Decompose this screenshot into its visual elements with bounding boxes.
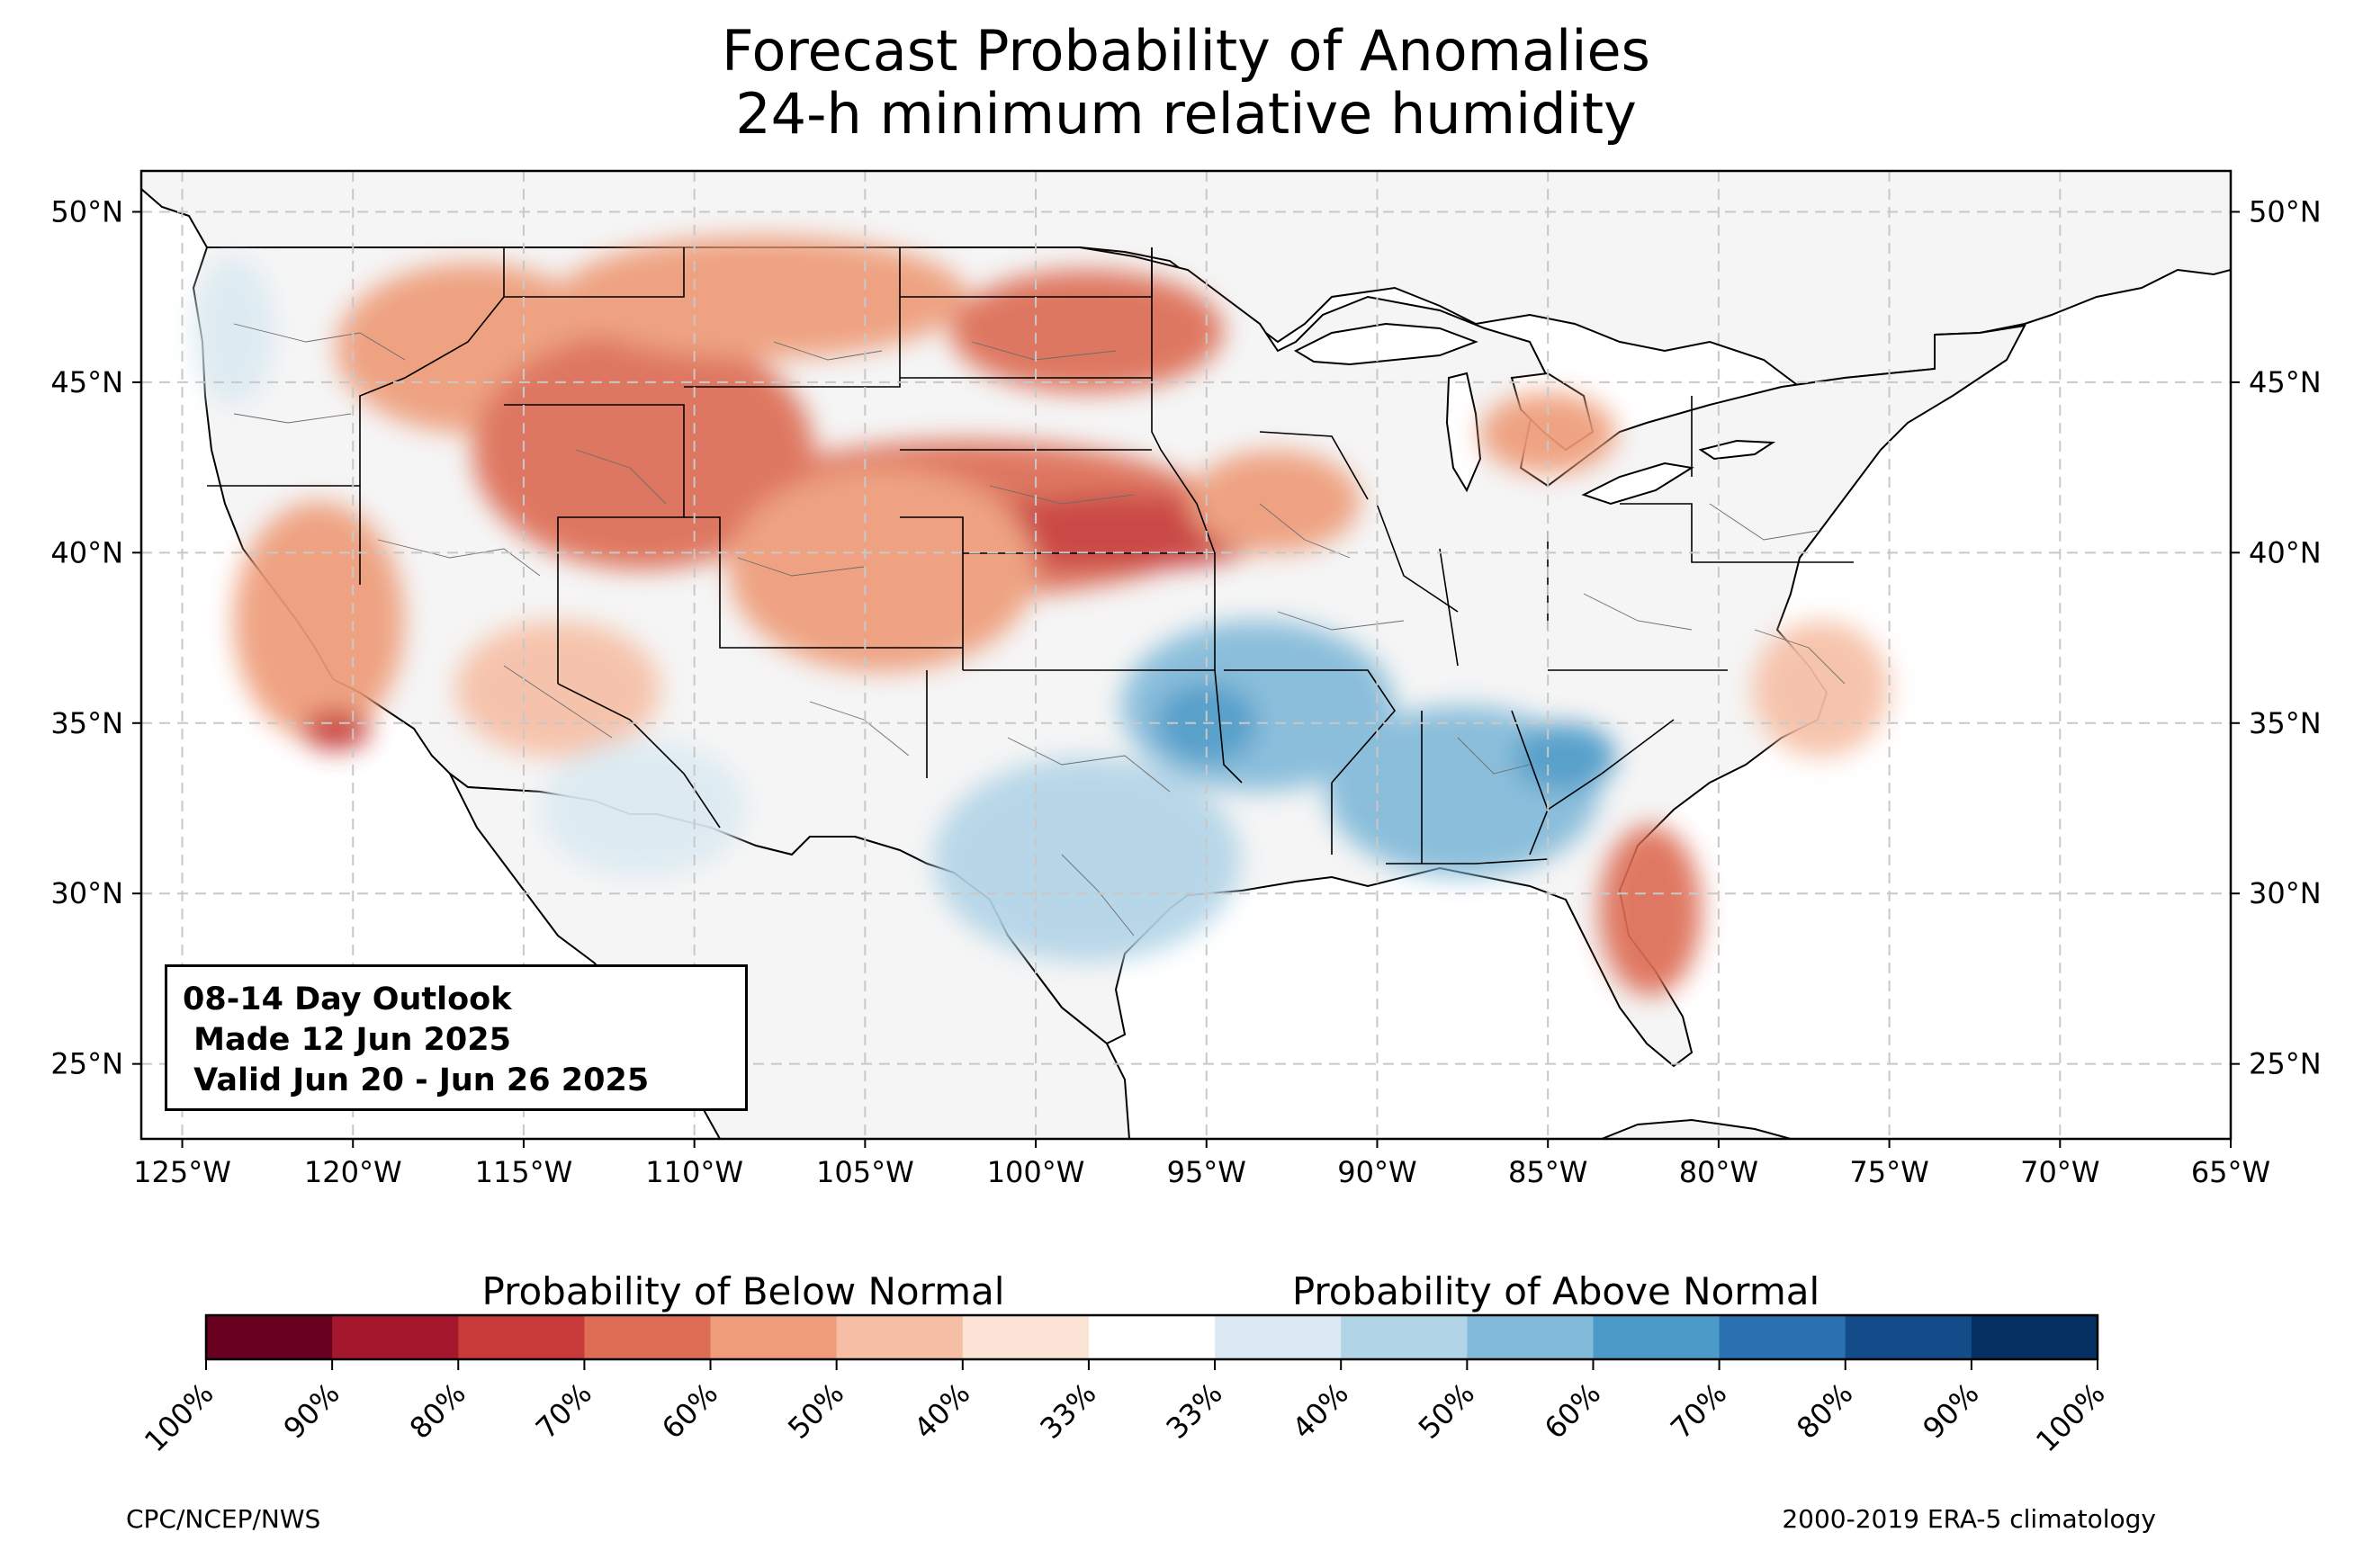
lon-tick-label: 65°W	[2191, 1155, 2270, 1189]
lon-tick-label: 70°W	[2020, 1155, 2099, 1189]
colorbar-tick-label: 40%	[907, 1376, 976, 1446]
lat-tick-label-right: 30°N	[2249, 876, 2322, 910]
outlook-period: 08-14 Day Outlook	[183, 981, 512, 1017]
colorbar-swatch	[458, 1315, 585, 1359]
colorbar-tick-label: 100%	[2029, 1376, 2112, 1459]
lon-tick-label: 90°W	[1337, 1155, 1416, 1189]
colorbar-tick-label: 60%	[655, 1376, 724, 1446]
lon-tick-label: 85°W	[1508, 1155, 1587, 1189]
anomaly-northern-plains-below	[950, 269, 1224, 393]
lat-tick-label-right: 35°N	[2249, 706, 2322, 740]
lat-tick-label-right: 40°N	[2249, 535, 2322, 569]
colorbar-swatch	[710, 1315, 838, 1359]
colorbar-swatch	[1845, 1315, 1972, 1359]
lon-tick-label: 120°W	[304, 1155, 402, 1189]
colorbar-swatch	[1088, 1315, 1216, 1359]
colorbar-swatch	[1719, 1315, 1846, 1359]
cuba-land	[1601, 1118, 1792, 1139]
colorbar-tick-label: 50%	[781, 1376, 850, 1446]
anomaly-alabama-georgia-above	[1514, 722, 1617, 792]
lat-tick-label-left: 50°N	[50, 194, 123, 228]
colorbar-tick-label: 90%	[1916, 1376, 1985, 1446]
lat-tick-label-left: 45°N	[50, 365, 123, 399]
colorbar-swatch	[1593, 1315, 1721, 1359]
colorbar-tick-label: 60%	[1538, 1376, 1607, 1446]
colorbar-swatch	[1467, 1315, 1594, 1359]
outlook-made-date: Made 12 Jun 2025	[183, 1022, 511, 1058]
lon-tick-label: 115°W	[475, 1155, 573, 1189]
state-borders	[207, 247, 1854, 865]
map-area	[141, 171, 2231, 1139]
county-borders	[233, 323, 1846, 936]
colorbar	[204, 1313, 2099, 1361]
anomaly-west-coast-below	[233, 501, 405, 740]
colorbar-swatch	[206, 1315, 333, 1359]
colorbar-tick-label: 70%	[529, 1376, 598, 1446]
colorbar-frame	[204, 1313, 2099, 1361]
lon-tick-label: 75°W	[1849, 1155, 1928, 1189]
map-frame	[139, 169, 2233, 1141]
footer-source: CPC/NCEP/NWS	[126, 1504, 321, 1534]
anomaly-florida-below	[1599, 825, 1702, 996]
colorbar-ticks: 100% 90% 80% 70% 60% 50% 40% 33% 33% 40% 50% 60% 70%…	[138, 1359, 2112, 1458]
lon-tick-label: 125°W	[133, 1155, 231, 1189]
colorbar-swatch	[1341, 1315, 1468, 1359]
map-title: Forecast Probability of Anomalies	[722, 18, 1650, 84]
colorbar-label-below: Probability of Below Normal	[482, 1269, 1005, 1313]
colorbar-label-above: Probability of Above Normal	[1292, 1269, 1819, 1313]
colorbar-swatch	[962, 1315, 1090, 1359]
colorbar-swatch	[1215, 1315, 1342, 1359]
lake-superior	[1293, 322, 1478, 366]
colorbar-tick-label: 33%	[1033, 1376, 1102, 1446]
anomaly-pacific-northwest-above	[192, 255, 274, 407]
lat-tick-label-right: 25°N	[2249, 1047, 2322, 1081]
colorbar-tick-label: 33%	[1160, 1376, 1229, 1446]
lake-michigan	[1445, 372, 1482, 493]
colorbar-swatch	[584, 1315, 712, 1359]
lon-tick-label: 105°W	[816, 1155, 914, 1189]
lon-tick-label: 80°W	[1679, 1155, 1758, 1189]
lon-tick-label: 100°W	[987, 1155, 1085, 1189]
colorbar-swatch	[836, 1315, 964, 1359]
lat-tick-label-left: 35°N	[50, 706, 123, 740]
anomaly-colorado-plateau-below	[728, 467, 1037, 672]
lat-tick-label-right: 45°N	[2249, 365, 2322, 399]
lon-tick-label: 95°W	[1167, 1155, 1246, 1189]
footer-climatology: 2000-2019 ERA-5 climatology	[1782, 1504, 2156, 1534]
colorbar-tick-label: 90%	[277, 1376, 346, 1446]
lon-tick-label: 110°W	[645, 1155, 743, 1189]
map-subtitle: 24-h minimum relative humidity	[735, 81, 1637, 147]
colorbar-swatch	[1971, 1315, 2098, 1359]
anomaly-arizona-above	[540, 739, 746, 877]
axis-ticks: 125°W 120°W 115°W 110°W 105°W 100°W 95°W 90°W 85…	[50, 194, 2321, 1189]
colorbar-tick-label: 50%	[1412, 1376, 1481, 1446]
lat-tick-label-left: 30°N	[50, 876, 123, 910]
colorbar-tick-label: 80%	[403, 1376, 472, 1446]
colorbar-tick-label: 100%	[138, 1376, 220, 1459]
lat-tick-label-left: 25°N	[50, 1047, 123, 1081]
canada-land	[141, 171, 2231, 389]
colorbar-tick-label: 40%	[1286, 1376, 1355, 1446]
outlook-info-box: 08-14 Day Outlook Made 12 Jun 2025 Valid…	[165, 964, 748, 1111]
lat-tick-label-right: 50°N	[2249, 194, 2322, 228]
colorbar-swatch	[332, 1315, 459, 1359]
colorbar-tick-label: 80%	[1790, 1376, 1859, 1446]
colorbar-tick-label: 70%	[1664, 1376, 1733, 1446]
anomaly-mid-atlantic-below	[1752, 621, 1890, 757]
anomaly-southern-california-below	[301, 709, 371, 751]
anomaly-iowa-missouri-below	[1189, 450, 1361, 553]
lat-tick-label-left: 40°N	[50, 535, 123, 569]
anomaly-texas-above	[933, 757, 1241, 962]
outlook-valid-range: Valid Jun 20 - Jun 26 2025	[183, 1062, 650, 1098]
